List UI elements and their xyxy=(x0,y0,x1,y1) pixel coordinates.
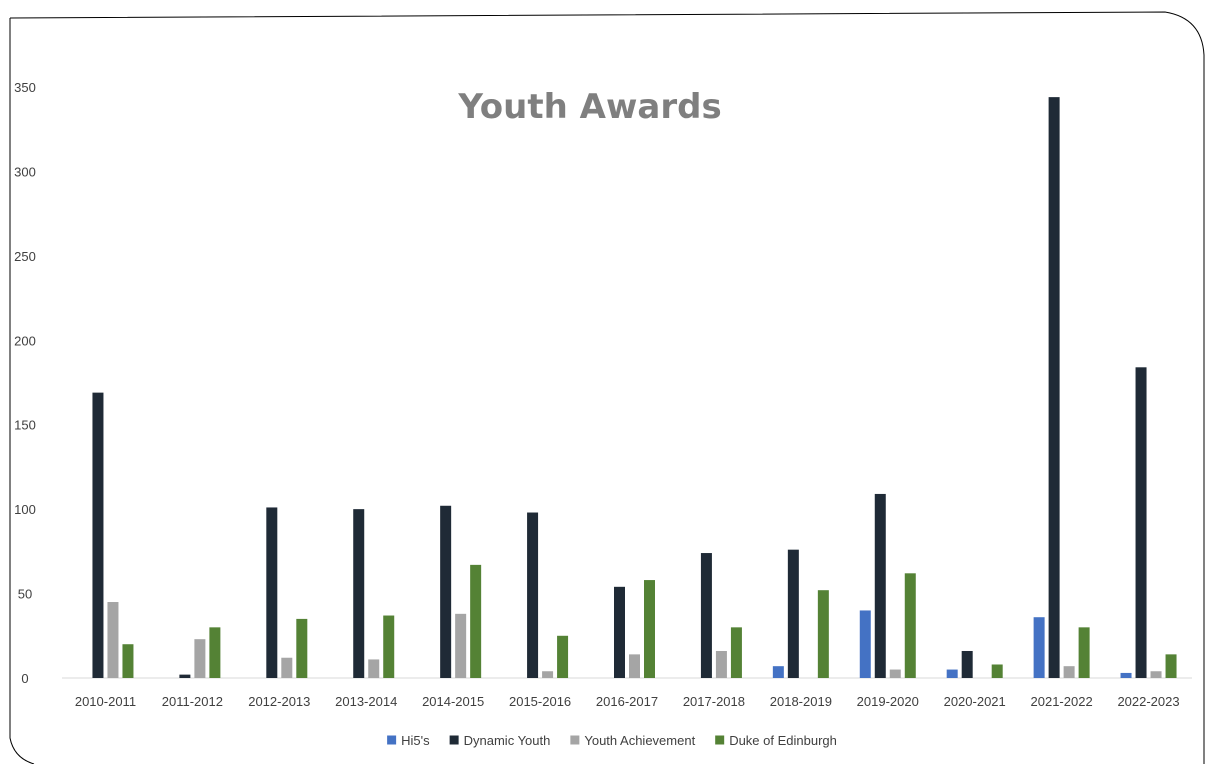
bar xyxy=(1048,97,1060,679)
legend: Hi5's Dynamic Youth Youth Achievement Duke … xyxy=(387,733,837,748)
bar xyxy=(614,586,625,678)
bar xyxy=(787,549,799,678)
bar xyxy=(557,635,569,678)
x-tick-label: 2015-2016 xyxy=(509,694,571,709)
bars-group xyxy=(92,97,1177,679)
chart-title: Youth Awards xyxy=(457,87,721,127)
x-tick-label: 2012-2013 xyxy=(248,694,310,709)
bar xyxy=(209,627,221,678)
legend-label: Duke of Edinburgh xyxy=(729,733,837,748)
x-tick-label: 2014-2015 xyxy=(422,694,484,709)
x-tick-label: 2016-2017 xyxy=(596,694,658,709)
bar xyxy=(1165,654,1177,678)
bar xyxy=(1063,666,1075,678)
legend-swatch xyxy=(570,735,580,745)
bar xyxy=(644,580,655,678)
bar xyxy=(1078,627,1090,678)
y-tick-label: 50 xyxy=(18,587,32,602)
bar xyxy=(107,602,119,678)
y-tick-label: 350 xyxy=(14,80,36,95)
bar xyxy=(194,639,206,678)
bar xyxy=(455,613,467,678)
bar xyxy=(527,512,539,678)
y-tick-label: 300 xyxy=(14,164,36,179)
bar xyxy=(904,573,916,678)
bar xyxy=(700,553,712,678)
legend-label: Youth Achievement xyxy=(584,733,695,748)
bar xyxy=(874,493,886,678)
bar xyxy=(817,590,829,678)
y-tick-label: 250 xyxy=(14,249,36,264)
x-tick-label: 2013-2014 xyxy=(335,694,397,709)
legend-label: Dynamic Youth xyxy=(464,733,551,748)
bar xyxy=(1120,672,1132,678)
bar xyxy=(889,669,901,678)
legend-swatch xyxy=(715,735,725,745)
bar xyxy=(1033,617,1045,678)
x-tick-label: 2010-2011 xyxy=(75,694,136,709)
bar xyxy=(179,674,191,678)
x-tick-label: 2020-2021 xyxy=(944,694,1006,709)
bar xyxy=(440,505,452,678)
x-tick-label: 2019-2020 xyxy=(857,694,919,709)
bar xyxy=(266,507,278,678)
bar xyxy=(1135,367,1147,678)
legend-swatch xyxy=(387,735,397,745)
bar xyxy=(470,564,482,678)
y-tick-label: 150 xyxy=(14,418,36,433)
bar xyxy=(1150,671,1162,678)
bar xyxy=(715,650,727,678)
legend-swatch xyxy=(449,735,459,745)
x-tick-label: 2022-2023 xyxy=(1117,694,1179,709)
bar xyxy=(92,392,104,678)
bar xyxy=(542,671,554,678)
y-axis: 0 50 100 150 200 250 300 350 xyxy=(14,80,36,686)
bar xyxy=(946,669,958,678)
x-tick-label: 2018-2019 xyxy=(770,694,832,709)
frame-border xyxy=(9,11,1205,764)
bar xyxy=(296,618,308,678)
x-tick-label: 2011-2012 xyxy=(162,694,223,709)
bar xyxy=(368,659,380,678)
bar xyxy=(281,657,293,678)
legend-label: Hi5's xyxy=(401,733,430,748)
bar xyxy=(961,650,973,678)
bar xyxy=(730,627,742,678)
bar xyxy=(629,654,640,678)
bar xyxy=(383,615,395,678)
x-tick-label: 2017-2018 xyxy=(683,694,745,709)
bar xyxy=(991,664,1003,678)
bar xyxy=(353,509,365,678)
x-tick-label: 2021-2022 xyxy=(1031,694,1093,709)
x-axis: 2010-2011 2011-2012 2012-2013 2013-2014 2014… xyxy=(75,694,1180,709)
y-tick-label: 0 xyxy=(21,671,28,686)
y-tick-label: 100 xyxy=(14,502,36,517)
bar xyxy=(859,610,871,678)
bar xyxy=(772,666,784,678)
y-tick-label: 200 xyxy=(14,333,36,348)
bar xyxy=(122,644,134,678)
